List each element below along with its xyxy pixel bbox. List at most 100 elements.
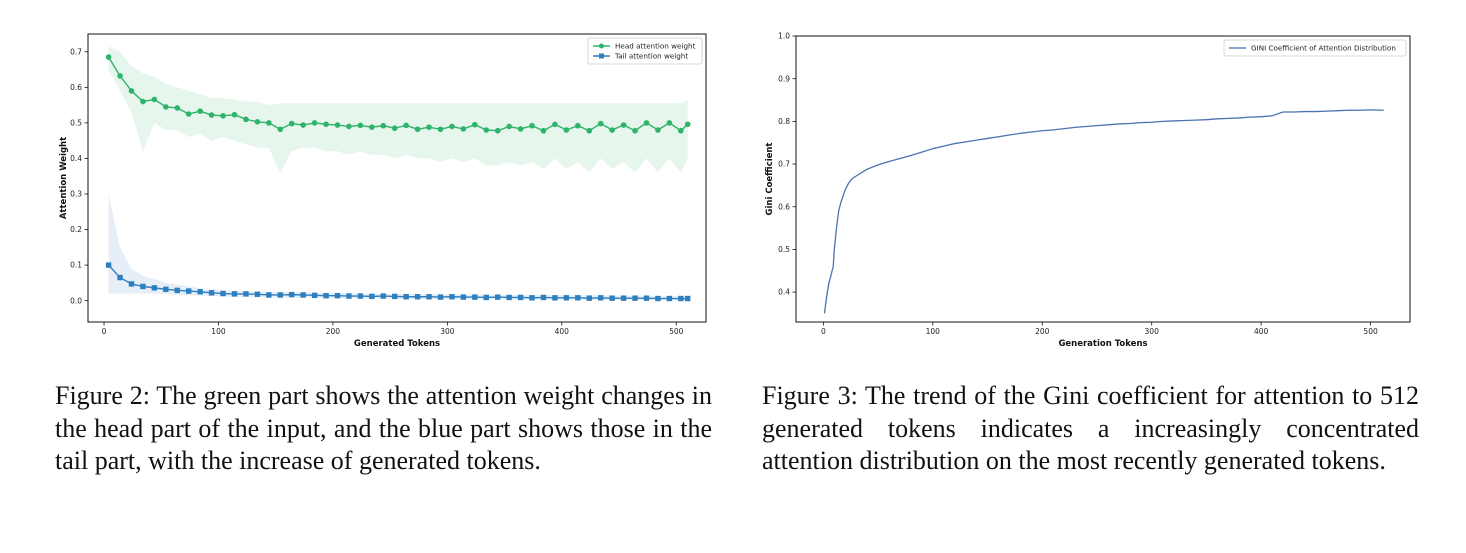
data-point (231, 111, 238, 118)
data-point (208, 112, 215, 118)
figure-3-chart: 0 100 200 300 400 500 0.4 0.5 0.6 0.7 0.8 0.9 1.0 Gen… (756, 22, 1428, 362)
data-point (529, 122, 535, 129)
data-point (597, 120, 604, 127)
y-tick-label: 0.8 (778, 117, 790, 126)
x-tick-label: 300 (1145, 327, 1160, 336)
legend-entry-label: Tail attention weight (614, 52, 688, 61)
data-point (552, 121, 558, 128)
data-point (460, 294, 467, 300)
data-point (220, 112, 226, 119)
data-point (403, 294, 409, 300)
data-point (197, 108, 203, 114)
data-point (243, 116, 249, 123)
y-tick-label: 0.0 (70, 296, 82, 305)
data-point (391, 125, 398, 132)
legend-box (587, 37, 703, 65)
data-point (494, 127, 501, 134)
x-tick-label: 100 (211, 327, 226, 336)
y-tick-label: 0.6 (778, 202, 790, 211)
legend-swatch-marker (599, 43, 604, 49)
y-tick-label: 0.4 (70, 154, 82, 163)
data-point (380, 293, 386, 299)
data-point (117, 73, 123, 79)
figure-2-caption: Figure 2: The green part shows the atten… (55, 381, 712, 475)
data-point (128, 281, 135, 287)
data-point (426, 124, 432, 130)
x-tick-label: 0 (102, 327, 107, 336)
data-point (243, 291, 249, 297)
data-point (563, 127, 570, 133)
legend-swatch-marker (599, 53, 604, 59)
data-point (575, 295, 581, 301)
y-tick-label: 0.6 (70, 83, 82, 92)
data-point (449, 123, 455, 130)
y-tick-label: 0.4 (778, 288, 790, 297)
data-point (197, 289, 203, 295)
data-point (517, 126, 524, 132)
series-line-1 (108, 264, 688, 300)
data-point (472, 121, 478, 128)
data-point (449, 294, 455, 300)
x-tick-label: 400 (555, 327, 570, 336)
data-point (231, 291, 238, 297)
x-tick-label: 100 (926, 327, 941, 336)
data-point (506, 294, 512, 301)
data-point (254, 291, 261, 297)
data-point (288, 120, 295, 127)
data-point (323, 292, 329, 299)
data-point (128, 88, 135, 94)
data-point (163, 104, 169, 110)
data-point (517, 294, 524, 301)
figure-3-svg: 0 100 200 300 400 500 0.4 0.5 0.6 0.7 0.8 0.9 1.0 Gen… (765, 32, 1411, 349)
y-tick-label: 0.7 (70, 47, 82, 56)
data-point (495, 294, 501, 300)
data-point (643, 120, 650, 126)
data-point (540, 127, 547, 134)
data-point (632, 127, 638, 134)
data-point (140, 98, 146, 105)
plot-frame (87, 33, 707, 323)
data-point (151, 285, 158, 291)
x-tick-label: 400 (1254, 327, 1269, 336)
data-point (277, 292, 283, 298)
data-point (266, 120, 272, 126)
x-axis-label: Generation Tokens (1058, 339, 1147, 349)
data-point (208, 290, 215, 296)
x-tick-label: 200 (326, 327, 341, 336)
data-point (311, 120, 318, 126)
data-point (334, 122, 341, 128)
data-point (483, 294, 489, 301)
x-tick-label: 300 (440, 327, 455, 336)
data-point (369, 293, 375, 300)
data-point (655, 127, 661, 133)
data-point (174, 105, 181, 111)
data-point (678, 295, 684, 302)
data-point (346, 123, 352, 130)
data-point (437, 294, 444, 300)
y-tick-label: 0.3 (70, 190, 82, 199)
x-tick-label: 0 (821, 327, 826, 336)
y-tick-label: 0.2 (70, 225, 82, 234)
data-point (163, 286, 169, 292)
y-axis-label: Gini Coefficient (765, 143, 775, 216)
series-line-0 (108, 56, 689, 132)
data-point (643, 295, 650, 301)
data-point (403, 122, 409, 129)
data-point (186, 288, 192, 294)
y-tick-label: 0.5 (70, 118, 82, 127)
data-point (346, 293, 352, 299)
data-point (666, 120, 673, 126)
data-point (220, 290, 226, 297)
data-point (414, 126, 421, 133)
y-tick-label: 0.7 (778, 160, 790, 169)
data-point (483, 127, 490, 133)
series-line-0 (823, 109, 1384, 314)
data-point (369, 124, 375, 130)
y-axis-label: Attention Weight (59, 137, 69, 219)
data-point (460, 126, 467, 132)
x-tick-label: 500 (669, 327, 684, 336)
data-point (392, 293, 398, 300)
plot-frame (795, 35, 1411, 323)
x-tick-label: 200 (1035, 327, 1050, 336)
data-point (586, 127, 593, 134)
